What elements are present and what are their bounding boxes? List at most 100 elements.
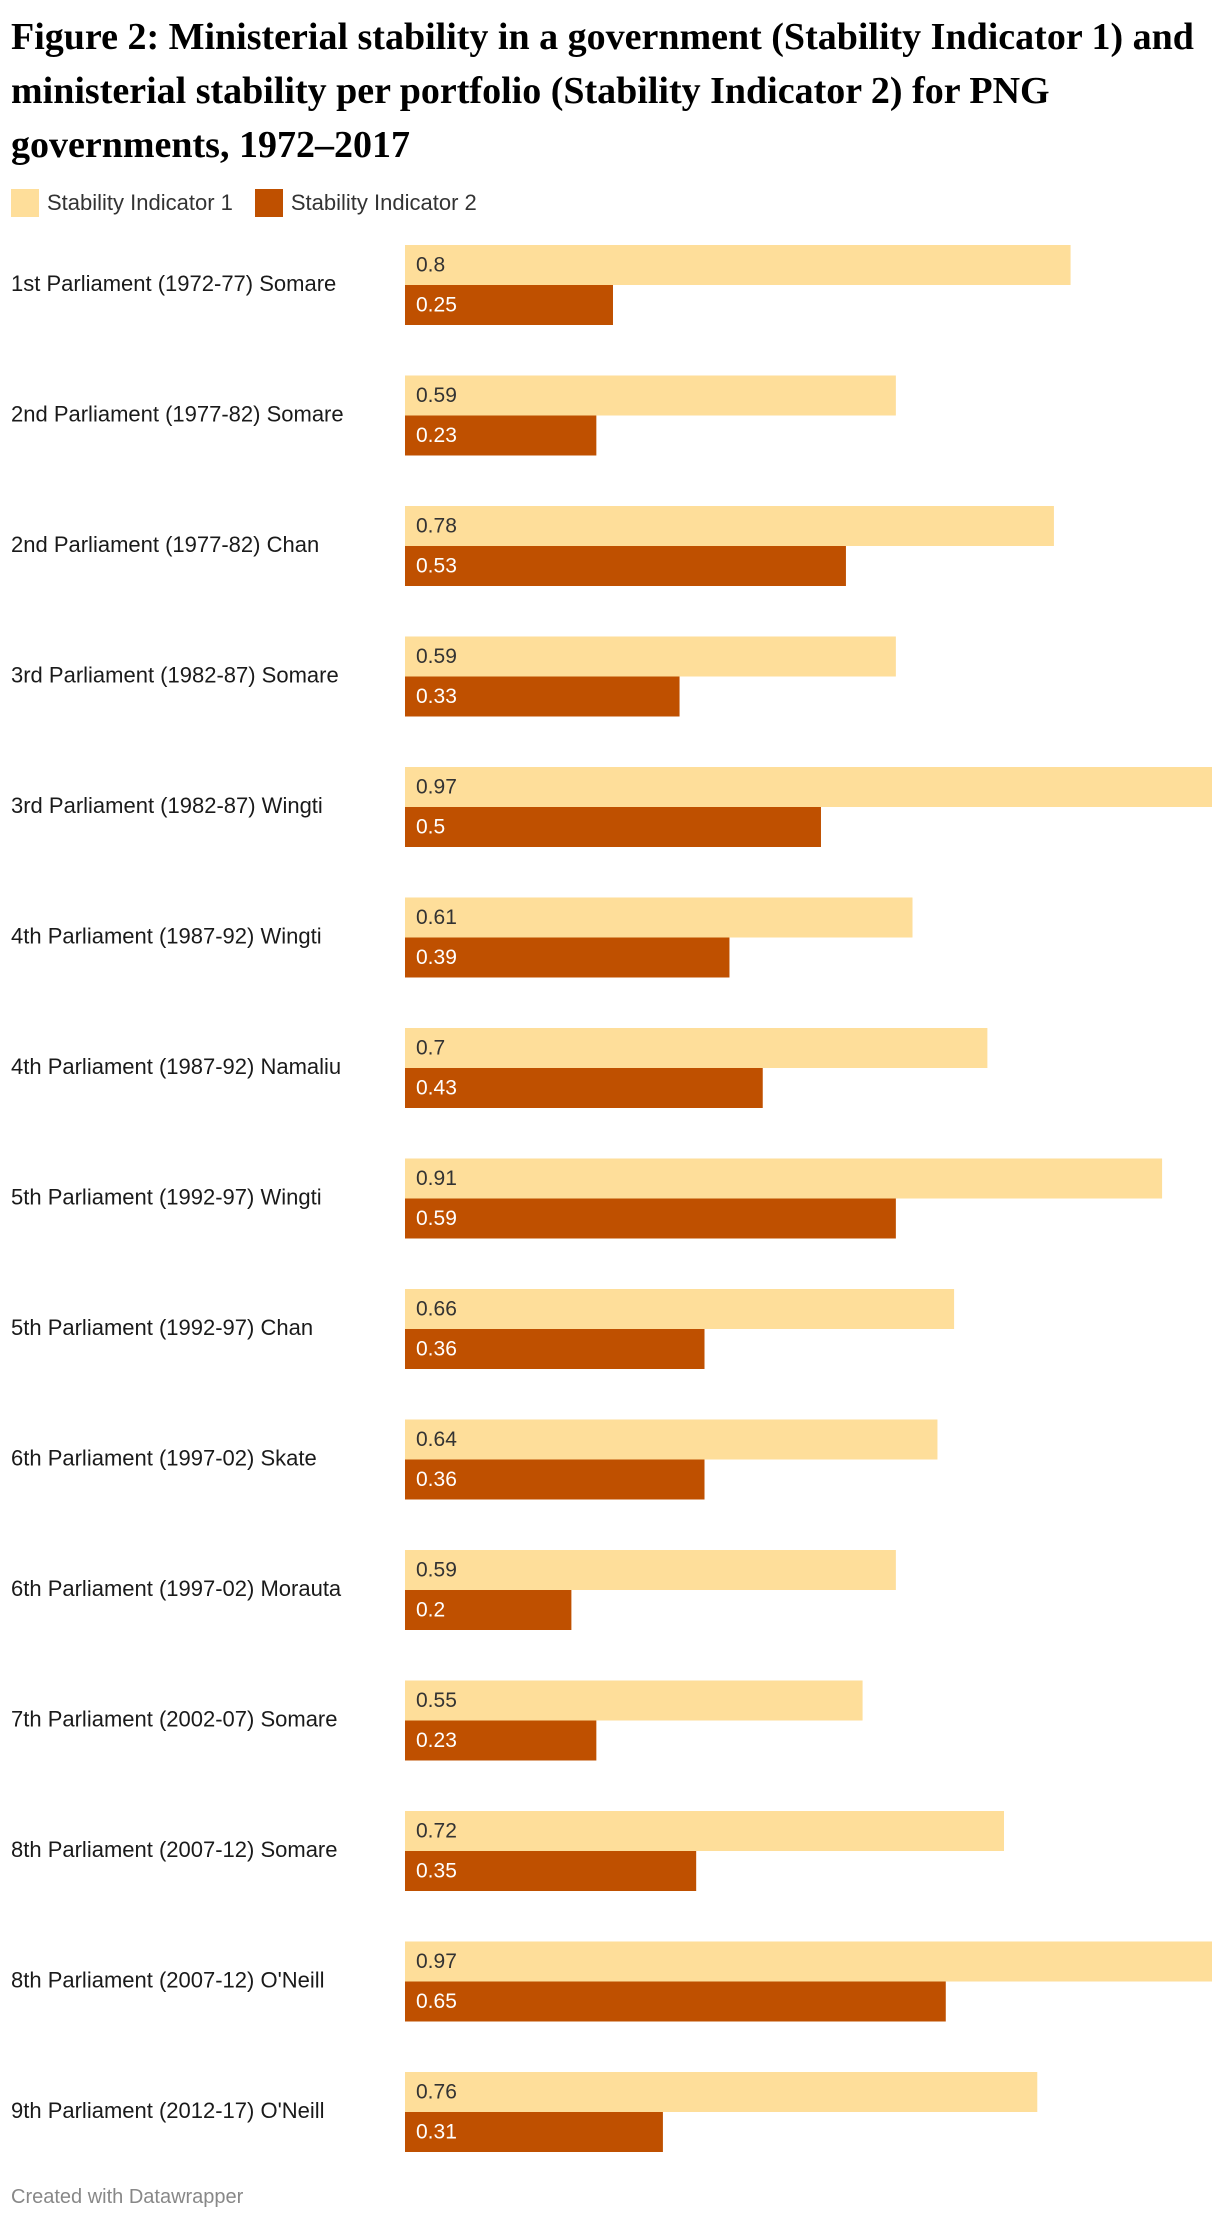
legend-swatch-indicator-2 (254, 189, 283, 217)
legend-label-indicator-2: Stability Indicator 2 (290, 190, 477, 215)
bar-indicator-2 (405, 285, 613, 325)
category-label: 3rd Parliament (1982-87) Wingti (11, 793, 323, 818)
bar-value-label-indicator-2: 0.36 (416, 1468, 457, 1491)
bar-value-label-indicator-1: 0.91 (416, 1167, 457, 1190)
bar-value-label-indicator-1: 0.55 (416, 1689, 457, 1712)
bar-indicator-1 (405, 1811, 1005, 1851)
bar-indicator-2 (405, 1590, 572, 1630)
bar-indicator-1 (405, 245, 1071, 285)
category-label: 3rd Parliament (1982-87) Somare (11, 662, 339, 687)
category-row: 5th Parliament (1992-97) Chan 0.66 0.36 (11, 1289, 955, 1369)
chart-title: Figure 2: Ministerial stability in a gov… (11, 16, 1194, 166)
bar-indicator-2 (405, 2112, 663, 2152)
category-label: 5th Parliament (1992-97) Chan (11, 1315, 313, 1340)
bar-indicator-1 (405, 767, 1212, 807)
bar-value-label-indicator-2: 0.53 (416, 555, 457, 578)
category-row: 5th Parliament (1992-97) Wingti 0.91 0.59 (11, 1158, 1163, 1239)
bar-indicator-2 (405, 1198, 896, 1239)
bar-value-label-indicator-1: 0.64 (416, 1428, 457, 1451)
category-label: 8th Parliament (2007-12) O'Neill (11, 1967, 325, 1992)
bar-indicator-2 (405, 546, 846, 586)
bar-value-label-indicator-2: 0.23 (416, 424, 457, 447)
chart-legend: Stability Indicator 1 Stability Indicato… (11, 188, 499, 218)
category-row: 3rd Parliament (1982-87) Somare 0.59 0.33 (11, 636, 896, 717)
bar-indicator-1 (405, 1158, 1163, 1199)
bar-indicator-1 (405, 375, 896, 416)
bar-indicator-2 (405, 1851, 697, 1891)
bar-indicator-1 (405, 636, 896, 677)
bar-value-label-indicator-1: 0.59 (416, 1559, 457, 1582)
bar-value-label-indicator-1: 0.66 (416, 1298, 457, 1321)
bar-value-label-indicator-1: 0.61 (416, 906, 457, 929)
bar-indicator-2 (405, 1459, 705, 1500)
bar-indicator-2 (405, 1329, 705, 1369)
category-row: 2nd Parliament (1977-82) Somare 0.59 0.23 (11, 375, 896, 456)
bar-value-label-indicator-1: 0.97 (416, 1950, 457, 1973)
bar-value-label-indicator-1: 0.72 (416, 1820, 457, 1843)
category-row: 4th Parliament (1987-92) Wingti 0.61 0.39 (11, 897, 913, 978)
bar-indicator-2 (405, 1981, 946, 2022)
datawrapper-credit: Created with Datawrapper (11, 2186, 244, 2208)
category-label: 4th Parliament (1987-92) Wingti (11, 923, 322, 948)
legend-swatch-indicator-1 (11, 189, 39, 217)
category-label: 1st Parliament (1972-77) Somare (11, 271, 336, 296)
bar-indicator-1 (405, 1941, 1212, 1982)
bar-value-label-indicator-1: 0.78 (416, 515, 457, 538)
bar-value-label-indicator-2: 0.23 (416, 1729, 457, 1752)
bar-indicator-1 (405, 1680, 863, 1721)
bar-value-label-indicator-2: 0.2 (416, 1599, 445, 1622)
bar-indicator-1 (405, 1550, 896, 1590)
bar-value-label-indicator-1: 0.76 (416, 2081, 457, 2104)
category-row: 9th Parliament (2012-17) O'Neill 0.76 0.31 (11, 2072, 1038, 2152)
category-row: 8th Parliament (2007-12) O'Neill 0.97 0.65 (11, 1941, 1212, 2022)
category-label: 2nd Parliament (1977-82) Somare (11, 401, 344, 426)
bar-value-label-indicator-2: 0.5 (416, 816, 445, 839)
category-label: 4th Parliament (1987-92) Namaliu (11, 1054, 341, 1079)
legend-item-indicator-2: Stability Indicator 2 (254, 189, 477, 217)
bar-indicator-2 (405, 1720, 597, 1761)
bar-value-label-indicator-2: 0.39 (416, 946, 457, 969)
bar-indicator-2 (405, 937, 730, 978)
bar-indicator-2 (405, 1068, 763, 1108)
category-label: 5th Parliament (1992-97) Wingti (11, 1184, 322, 1209)
bar-indicator-1 (405, 506, 1054, 546)
bar-indicator-2 (405, 807, 821, 847)
bar-value-label-indicator-2: 0.35 (416, 1860, 457, 1883)
bar-indicator-2 (405, 415, 597, 456)
bar-value-label-indicator-1: 0.59 (416, 384, 457, 407)
category-row: 1st Parliament (1972-77) Somare 0.8 0.25 (11, 245, 1071, 325)
bar-value-label-indicator-1: 0.7 (416, 1037, 445, 1060)
bar-value-label-indicator-1: 0.8 (416, 254, 445, 277)
legend-item-indicator-1: Stability Indicator 1 (11, 189, 233, 217)
category-row: 6th Parliament (1997-02) Skate 0.64 0.36 (11, 1419, 938, 1500)
category-row: 3rd Parliament (1982-87) Wingti 0.97 0.5 (11, 767, 1212, 847)
bar-value-label-indicator-1: 0.97 (416, 776, 457, 799)
bar-value-label-indicator-2: 0.65 (416, 1990, 457, 2013)
bar-value-label-indicator-2: 0.33 (416, 685, 457, 708)
category-row: 7th Parliament (2002-07) Somare 0.55 0.23 (11, 1680, 863, 1761)
bar-indicator-2 (405, 676, 680, 717)
bar-value-label-indicator-2: 0.36 (416, 1338, 457, 1361)
bar-value-label-indicator-2: 0.59 (416, 1207, 457, 1230)
category-row: 2nd Parliament (1977-82) Chan 0.78 0.53 (11, 506, 1054, 586)
bar-value-label-indicator-1: 0.59 (416, 645, 457, 668)
category-label: 7th Parliament (2002-07) Somare (11, 1706, 338, 1731)
category-row: 6th Parliament (1997-02) Morauta 0.59 0.2 (11, 1550, 896, 1630)
bar-indicator-1 (405, 1028, 988, 1068)
category-label: 2nd Parliament (1977-82) Chan (11, 532, 319, 557)
category-row: 8th Parliament (2007-12) Somare 0.72 0.35 (11, 1811, 1005, 1891)
category-label: 9th Parliament (2012-17) O'Neill (11, 2098, 325, 2123)
legend-label-indicator-1: Stability Indicator 1 (47, 190, 233, 215)
bar-indicator-1 (405, 1289, 955, 1329)
bar-value-label-indicator-2: 0.31 (416, 2121, 457, 2144)
category-label: 6th Parliament (1997-02) Morauta (11, 1576, 342, 1601)
bar-indicator-1 (405, 897, 913, 938)
bar-value-label-indicator-2: 0.43 (416, 1077, 457, 1100)
bar-indicator-1 (405, 2072, 1038, 2112)
bar-value-label-indicator-2: 0.25 (416, 294, 457, 317)
category-label: 8th Parliament (2007-12) Somare (11, 1837, 338, 1862)
category-label: 6th Parliament (1997-02) Skate (11, 1445, 317, 1470)
category-row: 4th Parliament (1987-92) Namaliu 0.7 0.43 (11, 1028, 988, 1108)
bar-indicator-1 (405, 1419, 938, 1460)
